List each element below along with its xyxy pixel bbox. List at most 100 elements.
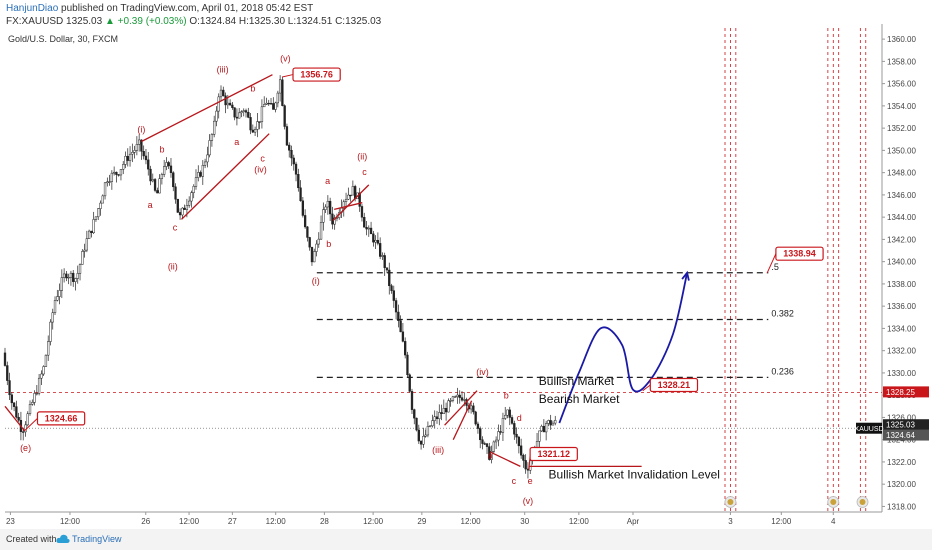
callout-pointer (766, 253, 777, 273)
wave-label: (i) (137, 125, 145, 135)
candle-body (233, 107, 236, 118)
candle-body (103, 182, 107, 197)
candle-body (90, 230, 93, 233)
candle-body (10, 394, 13, 404)
candle-body (513, 423, 516, 435)
candle-body (481, 439, 484, 444)
candle-body (208, 140, 211, 156)
candle-body (367, 227, 370, 230)
wave-label: b (250, 83, 255, 93)
candle-body (217, 96, 220, 112)
author-link[interactable]: HanjunDiao (6, 3, 59, 14)
candle-body (269, 103, 273, 105)
candle-body (210, 134, 214, 141)
candle-body (203, 161, 207, 166)
wave-line (444, 390, 478, 426)
wave-label: a (234, 137, 239, 147)
price-callout-label: 1338.94 (783, 249, 816, 259)
time-tick-label: 29 (417, 517, 426, 526)
candle-body (283, 105, 286, 127)
candle-body (42, 366, 45, 375)
candle-body (135, 144, 139, 151)
candle-body (94, 216, 98, 220)
candle-body (390, 285, 393, 291)
candle-body (106, 181, 109, 184)
candle-body (547, 420, 550, 424)
candle-body (181, 207, 184, 216)
time-tick-label: 23 (6, 517, 15, 526)
candle-body (58, 290, 61, 297)
candle-body (22, 431, 25, 433)
candle-body (504, 414, 507, 419)
candle-body (313, 251, 316, 263)
candle-body (172, 172, 175, 188)
candle-body (388, 269, 391, 287)
candle-body (133, 150, 136, 153)
candle-body (62, 273, 66, 278)
candle-body (294, 163, 298, 175)
candle-body (449, 400, 452, 402)
symbol-tag-label: XAUUSD (854, 426, 883, 433)
low-value: L:1324.51 (287, 16, 333, 27)
price-axis-tag-label: 1325.03 (886, 421, 915, 430)
candle-body (144, 155, 148, 161)
candle-body (35, 393, 38, 395)
candle-body (308, 237, 311, 248)
wave-label: b (504, 391, 509, 401)
time-tick-label: 12:00 (363, 517, 384, 526)
candle-body (49, 321, 52, 342)
price-callout-box (36, 411, 86, 426)
candle-body (278, 79, 282, 94)
fib-level-label: 0.382 (771, 309, 794, 319)
candle-body (72, 272, 75, 282)
candle-body (188, 200, 191, 206)
candle-body (242, 110, 245, 112)
candle-body (274, 102, 277, 110)
candle-body (28, 404, 32, 414)
wave-label: (v) (523, 496, 534, 506)
candle-body (324, 206, 327, 210)
price-tick-label: 1334.00 (887, 324, 916, 333)
candle-body (194, 177, 198, 187)
last-price: 1325.03 (66, 16, 103, 27)
candle-body (51, 312, 54, 323)
open-value: O:1324.84 (189, 16, 237, 27)
candle-body (506, 409, 509, 416)
price-tick-label: 1330.00 (887, 369, 916, 378)
candle-body (399, 320, 402, 333)
callout-pointer (24, 418, 38, 432)
candle-body (349, 194, 352, 197)
candle-body (383, 255, 386, 268)
price-tick-label: 1336.00 (887, 302, 916, 311)
fib-level-label: 0.236 (771, 366, 794, 376)
price-axis-tag (883, 429, 929, 441)
price-tick-label: 1342.00 (887, 235, 916, 244)
wave-label: a (325, 176, 330, 186)
cloud-icon (56, 534, 70, 543)
candle-body (199, 172, 202, 177)
price-tick-label: 1322.00 (887, 458, 916, 467)
wave-label: c (260, 154, 265, 164)
candle-body (381, 255, 384, 257)
candle-body (494, 439, 498, 443)
price-tick-label: 1332.00 (887, 347, 916, 356)
candle-body (167, 162, 170, 167)
candle-body (317, 238, 320, 245)
candle-body (472, 405, 475, 413)
candle-body (47, 341, 50, 356)
candle-body (394, 300, 398, 313)
wave-line (141, 74, 273, 143)
time-tick-label: 12:00 (771, 517, 792, 526)
candle-body (326, 200, 330, 208)
candle-body (163, 166, 166, 175)
candle-body (117, 174, 120, 176)
candle-body (460, 397, 464, 401)
time-tick-label: 27 (228, 517, 237, 526)
candle-body (124, 155, 127, 165)
high-value: H:1325.30 (238, 16, 286, 27)
price-tick-label: 1360.00 (887, 35, 916, 44)
candle-body (517, 436, 521, 447)
candle-body (222, 89, 225, 97)
tradingview-brand[interactable]: TradingView (72, 534, 122, 544)
